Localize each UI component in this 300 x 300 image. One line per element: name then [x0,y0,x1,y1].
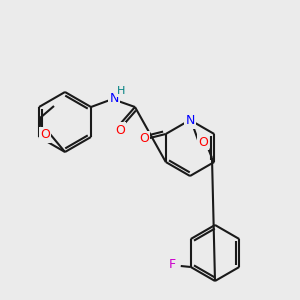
Text: H: H [117,86,125,96]
Text: O: O [40,128,50,142]
Text: O: O [115,124,125,136]
Text: N: N [185,115,195,128]
Text: O: O [198,136,208,148]
Text: O: O [139,133,149,146]
Text: N: N [109,92,119,104]
Text: F: F [169,259,176,272]
